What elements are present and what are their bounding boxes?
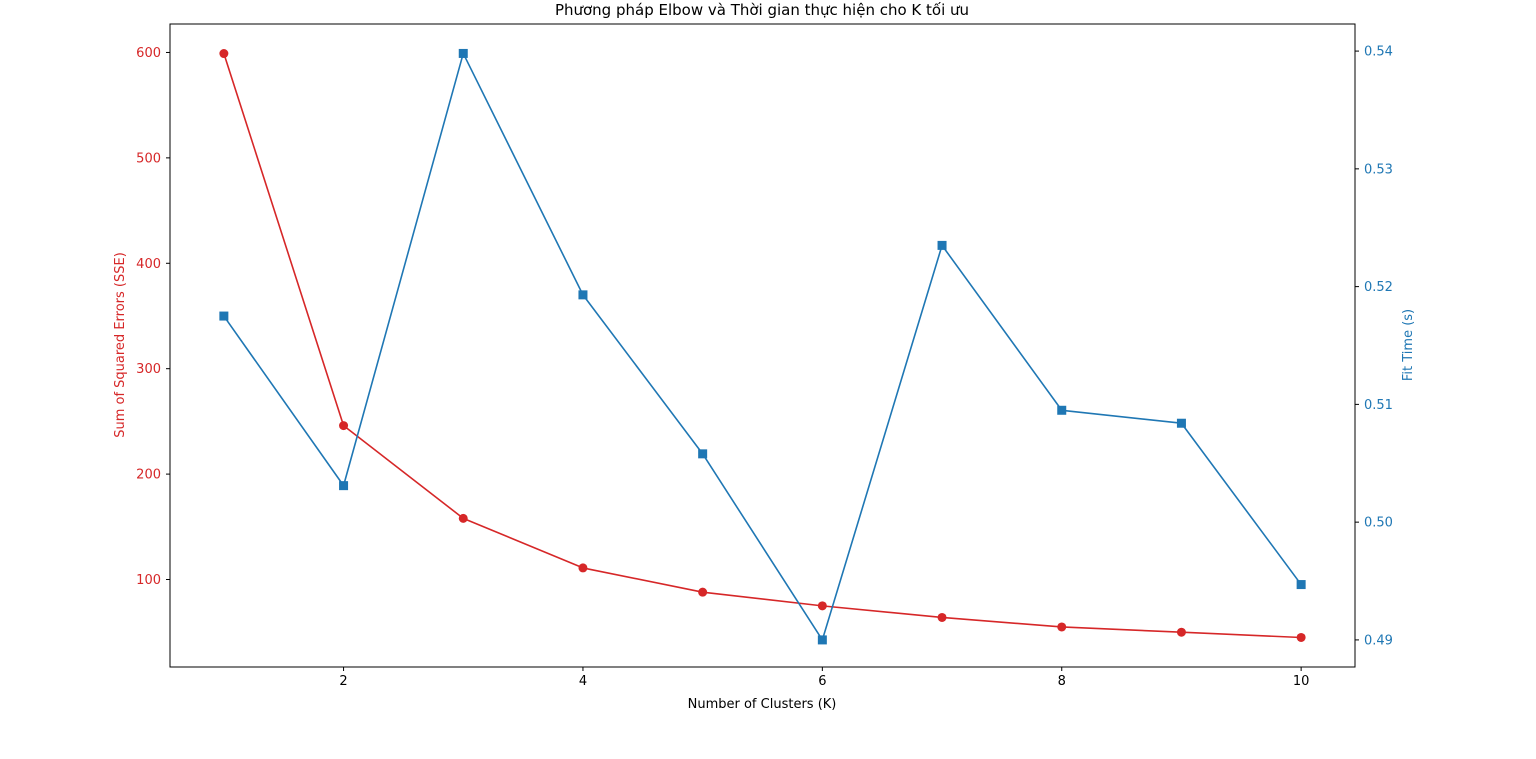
x-tick-label: 8 bbox=[1058, 674, 1066, 689]
left-tick-label: 400 bbox=[136, 257, 161, 272]
left-tick-label: 100 bbox=[136, 573, 161, 588]
plot-frame bbox=[169, 23, 1356, 668]
data-point-right bbox=[698, 449, 708, 459]
data-point-right bbox=[578, 290, 588, 300]
data-point-right bbox=[1176, 418, 1186, 428]
left-axis-ticks: 100 200 300 400 500 600 bbox=[136, 46, 170, 588]
right-tick-label: 0.51 bbox=[1364, 398, 1393, 413]
series-left bbox=[219, 49, 1306, 642]
left-tick-label: 600 bbox=[136, 46, 161, 61]
data-point-left bbox=[1176, 627, 1186, 637]
data-point-right bbox=[1296, 580, 1306, 590]
data-point-right bbox=[937, 240, 947, 250]
x-tick-label: 6 bbox=[818, 674, 826, 689]
data-point-right bbox=[458, 48, 468, 58]
right-axis-ticks: 0.49 0.50 0.51 0.52 0.53 0.54 bbox=[1355, 45, 1393, 648]
data-point-left bbox=[1057, 622, 1067, 632]
y-axis-label-left: Sum of Squared Errors (SSE) bbox=[113, 252, 128, 438]
left-tick-label: 200 bbox=[136, 468, 161, 483]
right-tick-label: 0.49 bbox=[1364, 633, 1393, 648]
right-tick-label: 0.52 bbox=[1364, 280, 1393, 295]
series-line-left bbox=[223, 53, 1302, 639]
x-tick-label: 4 bbox=[579, 674, 587, 689]
series-layer bbox=[219, 48, 1306, 645]
left-tick-label: 300 bbox=[136, 362, 161, 377]
y-axis-label-right: Fit Time (s) bbox=[1401, 309, 1416, 381]
data-point-left bbox=[578, 563, 588, 573]
data-point-left bbox=[698, 587, 708, 597]
x-tick-label: 2 bbox=[339, 674, 347, 689]
data-point-left bbox=[1296, 632, 1306, 642]
series-line-right bbox=[223, 52, 1302, 641]
x-tick-label: 10 bbox=[1293, 674, 1310, 689]
data-point-right bbox=[1057, 405, 1067, 415]
data-point-left bbox=[937, 612, 947, 622]
data-point-right bbox=[219, 311, 229, 321]
right-tick-label: 0.54 bbox=[1364, 45, 1393, 60]
x-axis-ticks: 2 4 6 8 10 bbox=[339, 667, 1309, 689]
data-point-left bbox=[219, 49, 229, 59]
right-tick-label: 0.53 bbox=[1364, 162, 1393, 177]
x-axis-label: Number of Clusters (K) bbox=[688, 697, 837, 712]
data-point-left bbox=[339, 421, 349, 431]
right-tick-label: 0.50 bbox=[1364, 516, 1393, 531]
series-right bbox=[219, 48, 1306, 645]
plot-area bbox=[170, 24, 1355, 667]
data-point-right bbox=[339, 481, 349, 491]
data-point-left bbox=[458, 513, 468, 523]
data-point-right bbox=[817, 635, 827, 645]
data-point-left bbox=[817, 601, 827, 611]
left-tick-label: 500 bbox=[136, 151, 161, 166]
chart-title: Phương pháp Elbow và Thời gian thực hiện… bbox=[555, 1, 969, 19]
